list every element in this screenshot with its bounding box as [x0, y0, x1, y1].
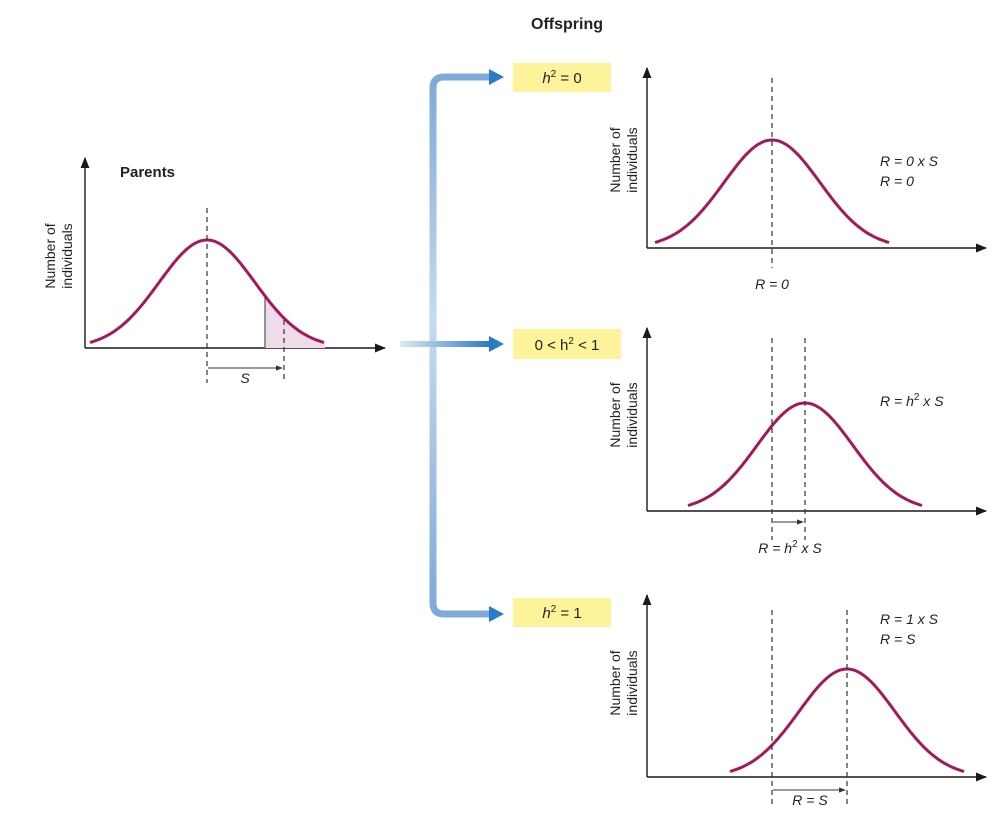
- case1-equation-line2: R = 0: [880, 173, 914, 189]
- case3-y-axis-label: Number of individuals: [607, 650, 640, 715]
- case2-y-axis-label: Number of individuals: [607, 382, 640, 447]
- case1-y-axis-label: Number of individuals: [607, 127, 640, 192]
- h2-box-zero-label: h2 = 0: [542, 69, 581, 87]
- case-h2-zero: h2 = 0 Number of individuals R = 0 R = 0…: [513, 63, 988, 292]
- case3-equation-line2: R = S: [880, 631, 916, 647]
- case3-equation-line1: R = 1 x S: [880, 611, 939, 627]
- h2-box-one-label: h2 = 1: [542, 604, 581, 622]
- svg-text:Number of: Number of: [607, 127, 623, 192]
- case-h2-partial: 0 < h2 < 1 Number of individuals R = h2 …: [513, 326, 988, 556]
- svg-text:individuals: individuals: [624, 650, 640, 715]
- offspring-title: Offspring: [531, 16, 603, 33]
- branch-arrows: [400, 69, 504, 622]
- selection-differential-label: S: [240, 370, 250, 386]
- branch-arrowhead-top: [489, 69, 504, 85]
- selected-tail-shading: [265, 296, 325, 348]
- branch-arrowhead-middle: [489, 336, 504, 352]
- h2-box-partial-label: 0 < h2 < 1: [535, 336, 600, 354]
- h2-box-one: [513, 598, 611, 627]
- svg-text:individuals: individuals: [59, 223, 75, 288]
- svg-text:individuals: individuals: [624, 382, 640, 447]
- svg-text:individuals: individuals: [624, 127, 640, 192]
- h2-box-partial: [513, 329, 621, 359]
- svg-text:Number of: Number of: [607, 382, 623, 447]
- parents-panel: Parents Number of individuals S: [42, 156, 387, 386]
- case2-equation: R = h2 x S: [880, 392, 944, 409]
- case2-bottom-label: R = h2 x S: [758, 539, 822, 556]
- case3-bottom-label: R = S: [792, 792, 828, 808]
- case1-offspring-curve: [654, 138, 890, 244]
- branch-arrow-middle-shaft: [400, 341, 490, 347]
- parents-y-axis-label: Number of individuals: [42, 223, 75, 288]
- svg-text:Number of: Number of: [42, 223, 58, 288]
- case2-offspring-curve: [687, 401, 923, 507]
- parents-title: Parents: [120, 164, 175, 181]
- case1-equation-line1: R = 0 x S: [880, 153, 939, 169]
- case-h2-one: h2 = 1 Number of individuals R = S R = 1…: [513, 593, 988, 808]
- svg-text:Number of: Number of: [607, 650, 623, 715]
- branch-arrowhead-bottom: [489, 606, 504, 622]
- case1-bottom-label: R = 0: [755, 276, 789, 292]
- h2-box-zero: [513, 63, 611, 92]
